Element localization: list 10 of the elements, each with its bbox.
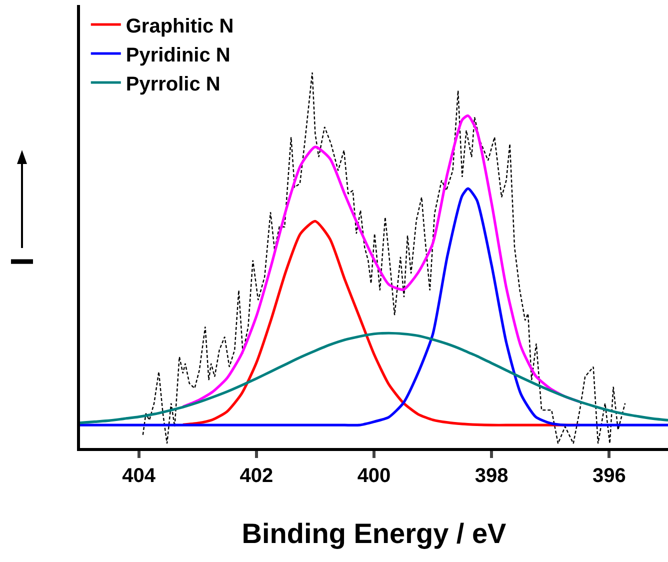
- x-tick-label: 402: [240, 465, 274, 487]
- x-tick-label: 404: [122, 465, 156, 487]
- legend-label: Pyrrolic N: [126, 73, 220, 96]
- x-tick-label: 396: [592, 465, 626, 487]
- x-tick-label: 398: [474, 465, 508, 487]
- x-tick-label: 400: [357, 465, 391, 487]
- y-axis-title: I: [4, 257, 40, 266]
- x-axis-title: Binding Energy / eV: [242, 518, 507, 550]
- legend-label: Graphitic N: [126, 15, 234, 38]
- legend-label: Pyridinic N: [126, 44, 230, 66]
